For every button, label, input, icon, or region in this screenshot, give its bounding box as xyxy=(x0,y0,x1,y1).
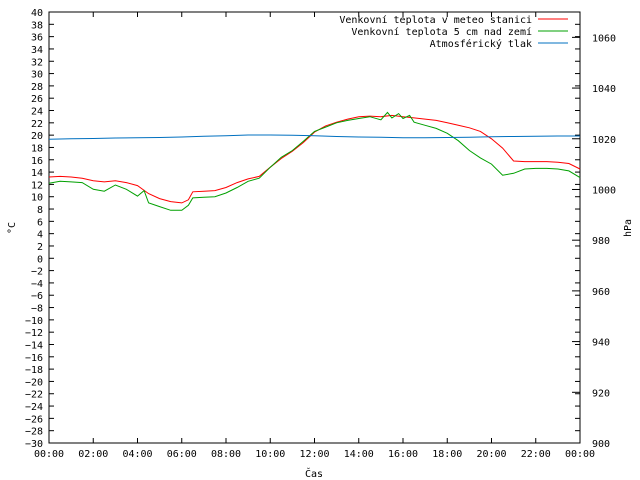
y-tick-label: −16 xyxy=(25,353,43,364)
x-tick-label: 16:00 xyxy=(388,449,418,460)
y-tick-label: −20 xyxy=(25,377,43,388)
y-tick-label: 36 xyxy=(31,33,43,44)
y-tick-label: −12 xyxy=(25,328,43,339)
y-tick-label: 8 xyxy=(37,205,43,216)
y2-tick-label: 960 xyxy=(592,287,610,298)
y-tick-label: 10 xyxy=(31,193,43,204)
y-tick-label: −6 xyxy=(31,291,43,302)
y-tick-label: 20 xyxy=(31,131,43,142)
x-tick-label: 00:00 xyxy=(565,449,595,460)
y-tick-label: 32 xyxy=(31,57,43,68)
y-tick-label: 38 xyxy=(31,20,43,31)
right-axis: 900 920 940 960 980 1000 1020 1040 1060 xyxy=(572,33,616,450)
y-tick-label: 16 xyxy=(31,156,43,167)
y-tick-label: 6 xyxy=(37,217,43,228)
x-tick-label: 02:00 xyxy=(78,449,108,460)
y2-tick-label: 1000 xyxy=(592,185,616,196)
y2-tick-label: 920 xyxy=(592,388,610,399)
y-tick-label: 2 xyxy=(37,242,43,253)
x-tick-label: 04:00 xyxy=(122,449,152,460)
y-tick-label: 24 xyxy=(31,107,43,118)
series-line-3 xyxy=(48,134,580,140)
y-tick-label: −26 xyxy=(25,414,43,425)
y2-tick-label: 1040 xyxy=(592,84,616,95)
y-tick-label: 4 xyxy=(37,230,43,241)
y-tick-label: 30 xyxy=(31,70,43,81)
y-tick-label: −2 xyxy=(31,267,43,278)
x-tick-label: 08:00 xyxy=(211,449,241,460)
y2-tick-label: 940 xyxy=(592,338,610,349)
y-tick-label: 12 xyxy=(31,180,43,191)
legend: Venkovní teplota v meteo staniciVenkovní… xyxy=(339,14,568,50)
y-tick-label: 34 xyxy=(31,45,43,56)
y-tick-label: −10 xyxy=(25,316,43,327)
x-tick-label: 10:00 xyxy=(255,449,285,460)
y-tick-label: 28 xyxy=(31,82,43,93)
y-tick-label: 26 xyxy=(31,94,43,105)
y-tick-label: 40 xyxy=(31,8,43,19)
y-tick-label: −30 xyxy=(25,439,43,450)
y-tick-label: −22 xyxy=(25,390,43,401)
y-tick-label: 22 xyxy=(31,119,43,130)
legend-label-2: Venkovní teplota 5 cm nad zemí xyxy=(351,26,532,38)
x-tick-label: 22:00 xyxy=(521,449,551,460)
y-tick-label: −4 xyxy=(31,279,43,290)
y-axis-label: °C xyxy=(7,222,18,234)
x-tick-label: 12:00 xyxy=(299,449,329,460)
y-tick-label: −18 xyxy=(25,365,43,376)
plot-area xyxy=(48,11,581,444)
y-tick-label: −28 xyxy=(25,427,43,438)
y2-tick-label: 1020 xyxy=(592,135,616,146)
legend-label-1: Venkovní teplota v meteo stanici xyxy=(339,14,532,26)
y2-axis-label: hPa xyxy=(623,219,634,237)
x-axis: 00:00 02:00 04:00 06:00 08:00 10:00 12:00 14:00… xyxy=(34,12,595,460)
series-line-1 xyxy=(48,114,581,204)
y-tick-label: −24 xyxy=(25,402,43,413)
y-tick-label: 14 xyxy=(31,168,43,179)
legend-label-3: Atmosférický tlak xyxy=(430,38,532,50)
x-tick-label: 00:00 xyxy=(34,449,64,460)
y2-tick-label: 1060 xyxy=(592,33,616,44)
y-tick-label: 0 xyxy=(37,254,43,265)
x-tick-label: 06:00 xyxy=(167,449,197,460)
left-axis: −30−28−26−24−22−20−18−16−14−12−10−8−6−4−… xyxy=(25,8,580,450)
y-tick-label: 18 xyxy=(31,143,43,154)
series-layer xyxy=(48,111,581,211)
y2-tick-label: 900 xyxy=(592,439,610,450)
y-tick-label: −14 xyxy=(25,340,43,351)
x-tick-label: 18:00 xyxy=(432,449,462,460)
x-tick-label: 20:00 xyxy=(476,449,506,460)
series-line-2 xyxy=(48,111,581,211)
x-axis-label: Čas xyxy=(305,467,323,480)
y2-tick-label: 980 xyxy=(592,236,610,247)
y-tick-label: −8 xyxy=(31,304,43,315)
x-tick-label: 14:00 xyxy=(344,449,374,460)
